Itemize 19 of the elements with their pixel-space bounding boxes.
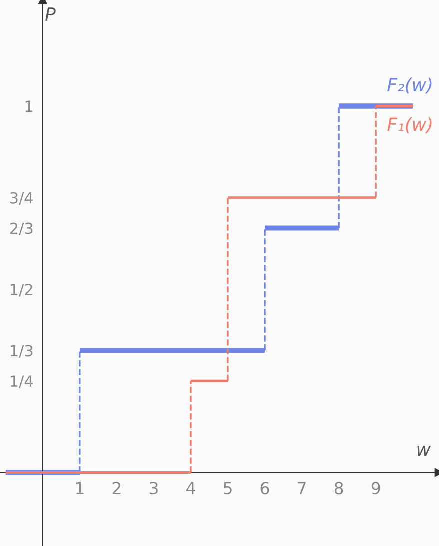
y-tick-label: 1	[26, 100, 32, 112]
x-tick-label: 1	[76, 482, 84, 494]
x-tick-label: 2	[112, 482, 121, 494]
y-tick-label: 2/3	[10, 222, 33, 236]
x-axis-title: w	[418, 446, 432, 456]
x-tick-label: 3	[150, 482, 158, 495]
x-tick-label: 5	[224, 482, 232, 495]
y-axis-title: P	[46, 8, 56, 21]
y-tick-label: 3/4	[10, 192, 34, 206]
x-tick-label: 7	[298, 482, 306, 494]
y-tick-label: 1/3	[11, 345, 33, 358]
y-tick-label: 1/4	[11, 376, 34, 388]
x-tick-label: 9	[372, 482, 380, 495]
x-tick-label: 8	[334, 482, 344, 495]
series-label: F₁(w)	[388, 117, 432, 134]
y-tick-label: 1/2	[11, 284, 32, 297]
x-tick-label: 4	[186, 482, 196, 494]
x-tick-label: 6	[260, 482, 270, 495]
series-label: F₂(w)	[388, 78, 432, 94]
